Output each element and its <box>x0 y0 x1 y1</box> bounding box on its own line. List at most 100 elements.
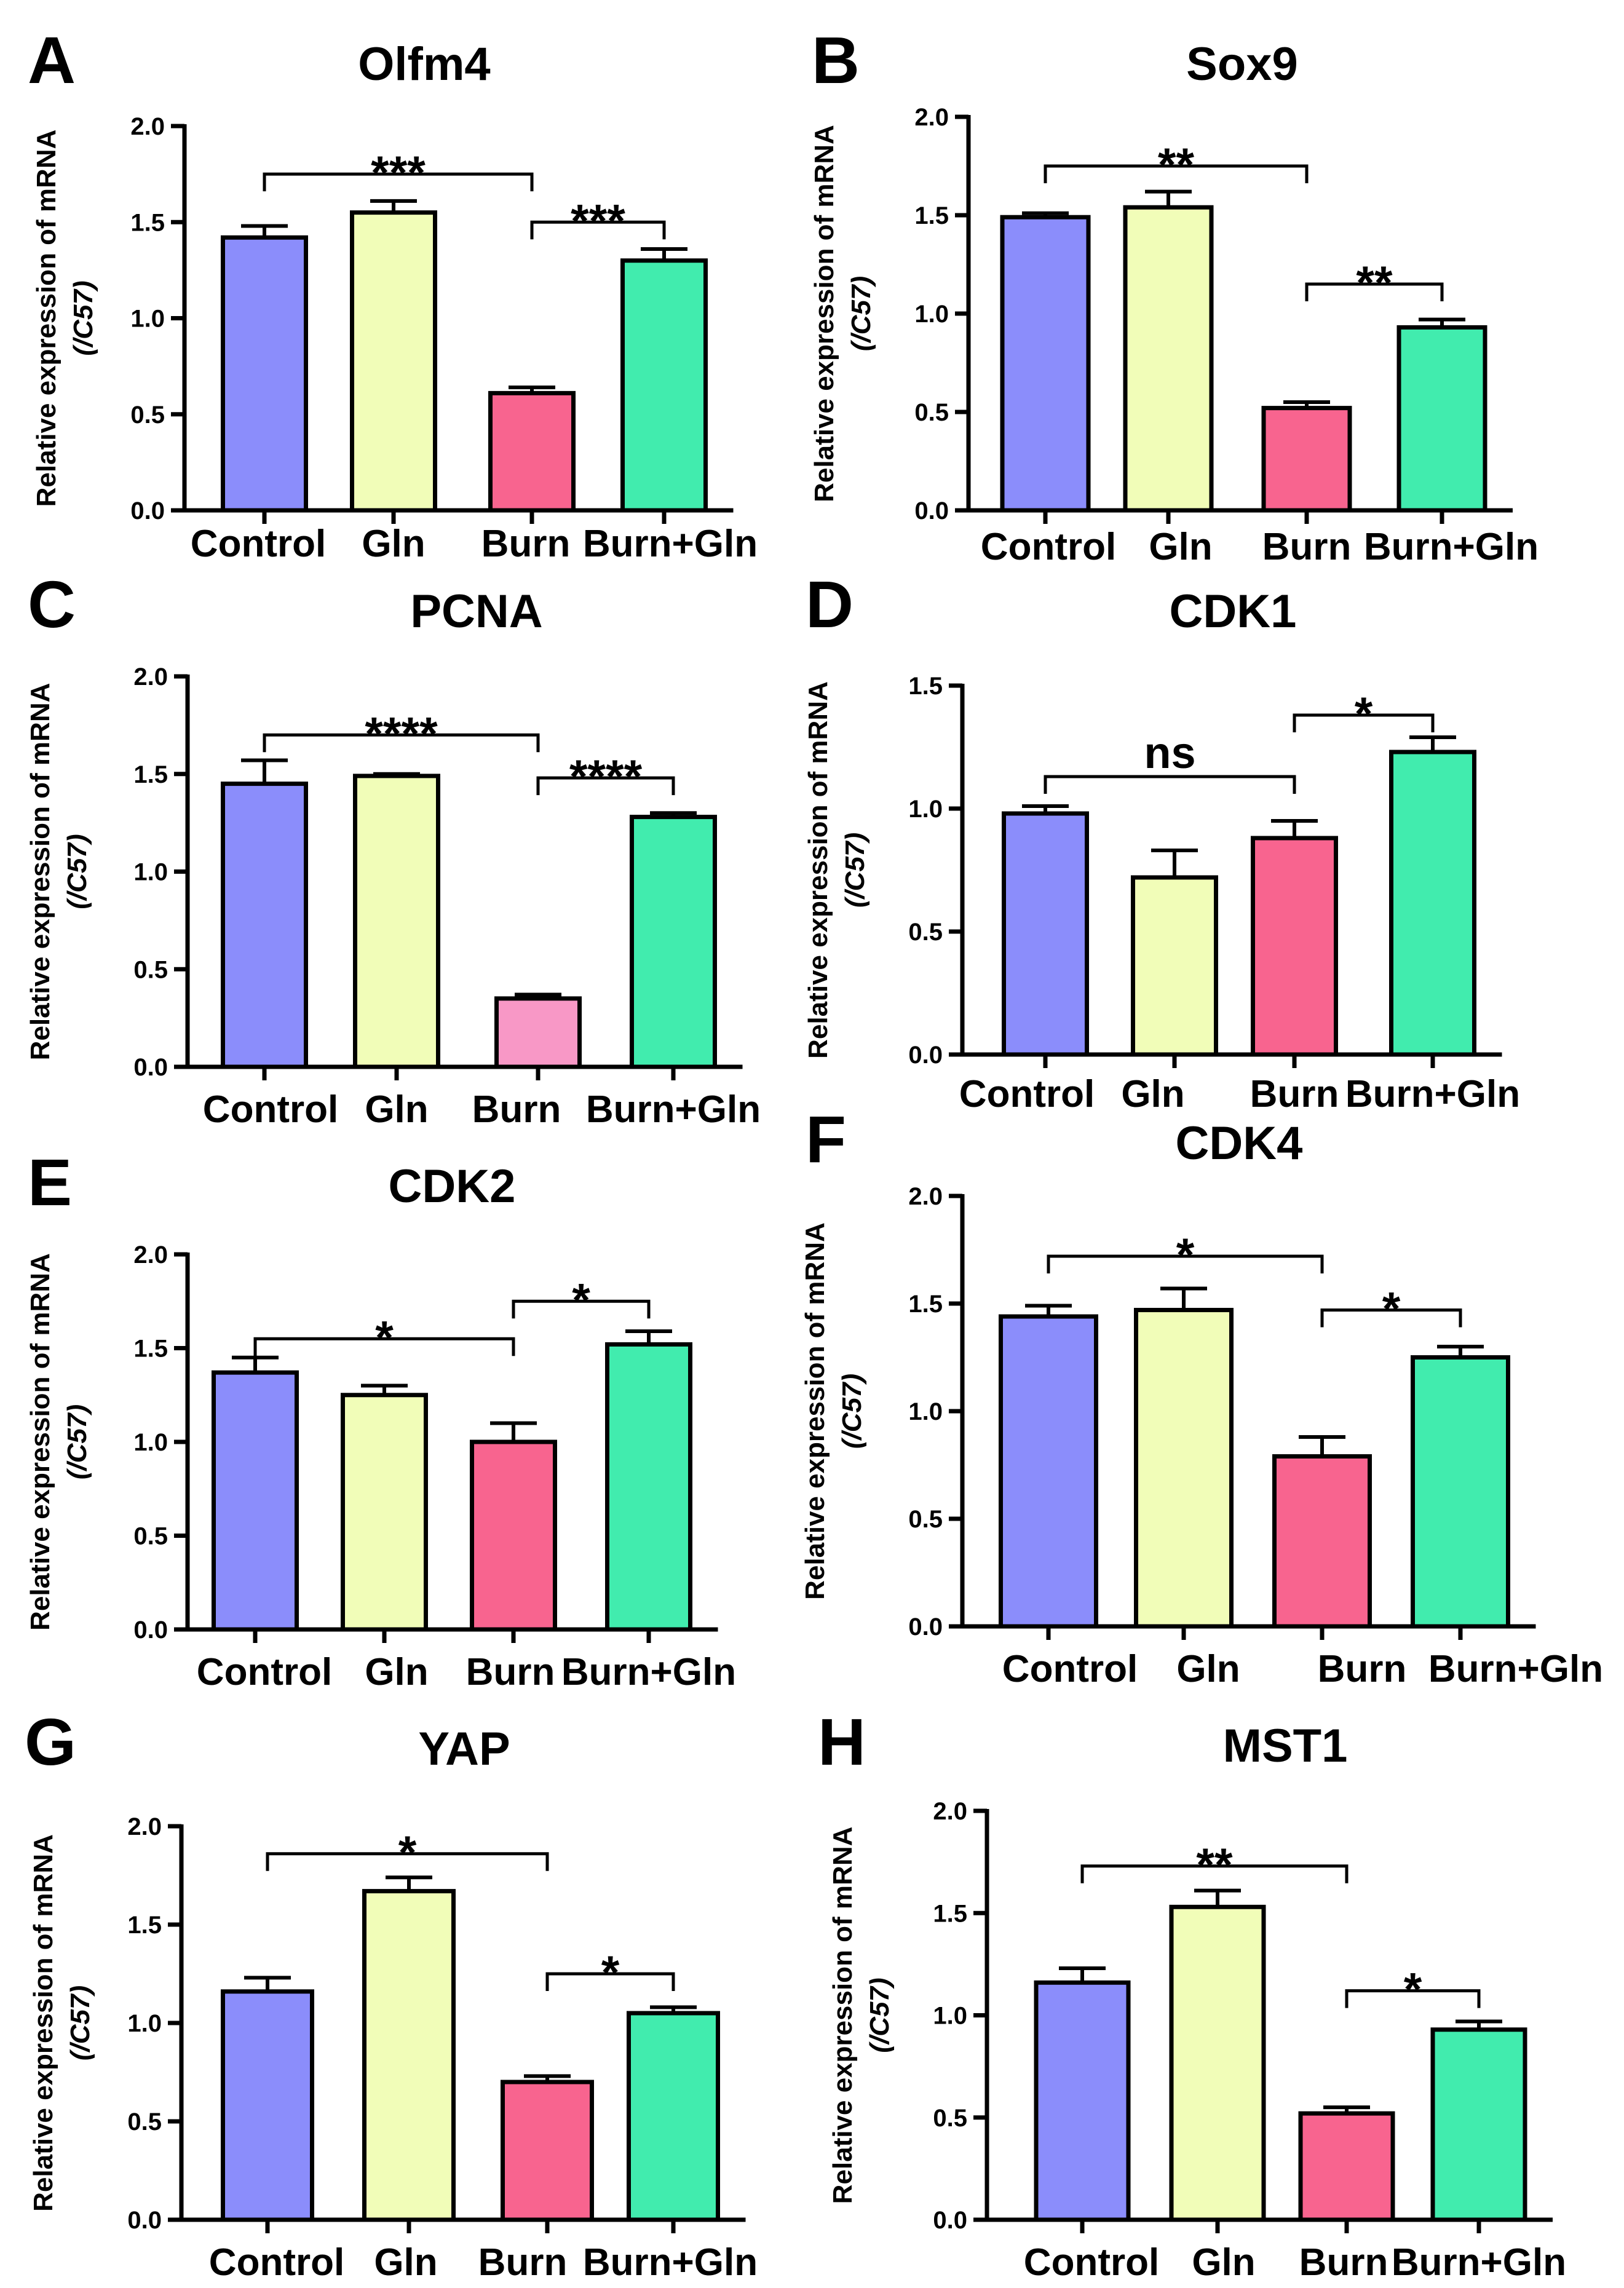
y-tick-label: 1.5 <box>127 1912 162 1939</box>
y-tick-label: 1.5 <box>133 761 168 788</box>
x-tick-label: Gln <box>374 2241 437 2284</box>
x-tick-label: Burn+Gln <box>1392 2241 1566 2284</box>
x-tick-label: Control <box>203 1088 338 1131</box>
x-tick-label: Control <box>191 523 326 565</box>
x-tick-label: Burn <box>478 2241 568 2284</box>
y-tick-label: 0.5 <box>133 956 168 983</box>
significance-label: * <box>1382 1283 1401 1336</box>
panel-D: D CDK1 Relative expression of mRNA (/C57) 0.… <box>803 567 1520 1115</box>
significance-label: * <box>601 1947 620 1999</box>
y-axis-label: Relative expression of mRNA <box>31 130 61 507</box>
bar-burn <box>488 390 576 513</box>
y-tick-label: 0.0 <box>130 497 165 524</box>
y-axis-label-unit: (/C57) <box>68 280 98 355</box>
y-tick-label: 1.5 <box>933 1900 967 1927</box>
y-axis-label: Relative expression of mRNA <box>809 125 839 502</box>
y-tick-label: 0.5 <box>908 919 943 946</box>
y-tick-label: 2.0 <box>130 113 165 140</box>
bar-burn <box>1272 1454 1372 1629</box>
bar-gln <box>1134 1308 1234 1629</box>
bar-burn <box>1251 836 1338 1057</box>
y-tick-label: 0.5 <box>914 399 949 426</box>
significance-label: * <box>1404 1964 1422 2016</box>
significance-bracket <box>1305 282 1444 301</box>
y-tick-label: 2.0 <box>908 1183 943 1210</box>
bar-burn-plus-gln <box>605 1342 692 1632</box>
y-axis-label: Relative expression of mRNA <box>25 683 55 1061</box>
chart-title: Olfm4 <box>358 38 490 90</box>
significance-bracket <box>253 1337 515 1356</box>
y-tick-label: 1.0 <box>914 301 949 328</box>
significance-label: * <box>398 1827 417 1879</box>
x-tick-label: Burn <box>466 1651 555 1693</box>
panel-letter: F <box>806 1102 846 1176</box>
chart-title: PCNA <box>410 585 542 638</box>
significance-label: ** <box>1158 139 1195 191</box>
y-tick-label: 2.0 <box>914 104 949 131</box>
bar-control <box>221 1989 314 2222</box>
y-tick-label: 0.5 <box>127 2108 162 2136</box>
x-tick-label: Control <box>1002 1648 1138 1690</box>
bar-gln <box>1169 1904 1266 2222</box>
y-tick-label: 0.5 <box>933 2105 967 2132</box>
x-tick-label: Burn+Gln <box>1428 1648 1603 1690</box>
x-tick-label: Burn <box>472 1088 561 1131</box>
bar-control <box>212 1370 299 1632</box>
x-tick-label: Burn <box>1262 526 1352 568</box>
panel-letter: G <box>25 1704 76 1779</box>
bar-control <box>1002 811 1089 1057</box>
panel-letter: D <box>806 567 854 641</box>
x-tick-label: Control <box>197 1651 332 1693</box>
significance-bracket <box>1293 713 1435 732</box>
chart-title: MST1 <box>1223 1720 1348 1772</box>
bar-control <box>221 235 308 513</box>
y-tick-label: 0.0 <box>933 2207 967 2234</box>
x-tick-label: Burn <box>1250 1073 1339 1115</box>
bar-burn <box>1261 406 1352 513</box>
y-tick-label: 1.0 <box>133 859 168 886</box>
bar-burn-plus-gln <box>630 815 717 1069</box>
significance-label: * <box>572 1274 590 1326</box>
significance-bracket <box>263 733 540 753</box>
y-axis-label: Relative expression of mRNA <box>800 1222 830 1600</box>
y-tick-label: 0.0 <box>133 1617 168 1644</box>
y-tick-label: 1.0 <box>127 2010 162 2037</box>
bar-burn-plus-gln <box>1389 750 1476 1057</box>
y-axis-label: Relative expression of mRNA <box>28 1834 58 2212</box>
chart-title: Sox9 <box>1186 38 1298 90</box>
bar-burn-plus-gln <box>620 258 708 513</box>
x-tick-label: Gln <box>1192 2241 1255 2284</box>
panel-E: E CDK2 Relative expression of mRNA (/C57) 0.… <box>25 1145 736 1693</box>
significance-label: ** <box>1356 257 1393 309</box>
y-tick-label: 1.5 <box>908 1291 943 1318</box>
y-tick-label: 0.0 <box>908 1042 943 1069</box>
significance-bracket <box>512 1299 651 1319</box>
significance-bracket <box>266 1852 549 1871</box>
significance-bracket <box>530 220 666 240</box>
y-axis-label-unit: (/C57) <box>840 833 870 908</box>
x-tick-label: Burn <box>1299 2241 1388 2284</box>
y-tick-label: 0.0 <box>914 497 949 524</box>
panel-letter: A <box>28 23 76 97</box>
chart-title: CDK1 <box>1170 585 1297 638</box>
y-tick-label: 0.0 <box>127 2207 162 2234</box>
bar-burn <box>470 1439 557 1632</box>
y-tick-label: 1.0 <box>133 1429 168 1456</box>
y-tick-label: 1.5 <box>130 209 165 236</box>
x-tick-label: Gln <box>365 1651 428 1693</box>
y-tick-label: 1.0 <box>908 1398 943 1425</box>
bar-gln <box>1131 875 1218 1057</box>
y-tick-label: 0.0 <box>908 1613 943 1641</box>
significance-label: **** <box>569 751 643 803</box>
panel-C: C PCNA Relative expression of mRNA (/C57) 0.… <box>25 567 761 1131</box>
y-tick-label: 1.0 <box>933 2003 967 2030</box>
y-tick-label: 0.5 <box>130 402 165 429</box>
x-tick-label: Gln <box>362 523 425 565</box>
x-tick-label: Gln <box>1176 1648 1240 1690</box>
significance-bracket <box>536 776 675 796</box>
bar-burn <box>1298 2111 1395 2222</box>
panel-G: G YAP Relative expression of mRNA (/C57) 0.0… <box>25 1704 758 2284</box>
panel-letter: H <box>818 1704 866 1779</box>
y-axis-label: Relative expression of mRNA <box>828 1827 858 2204</box>
y-tick-label: 1.0 <box>130 306 165 333</box>
